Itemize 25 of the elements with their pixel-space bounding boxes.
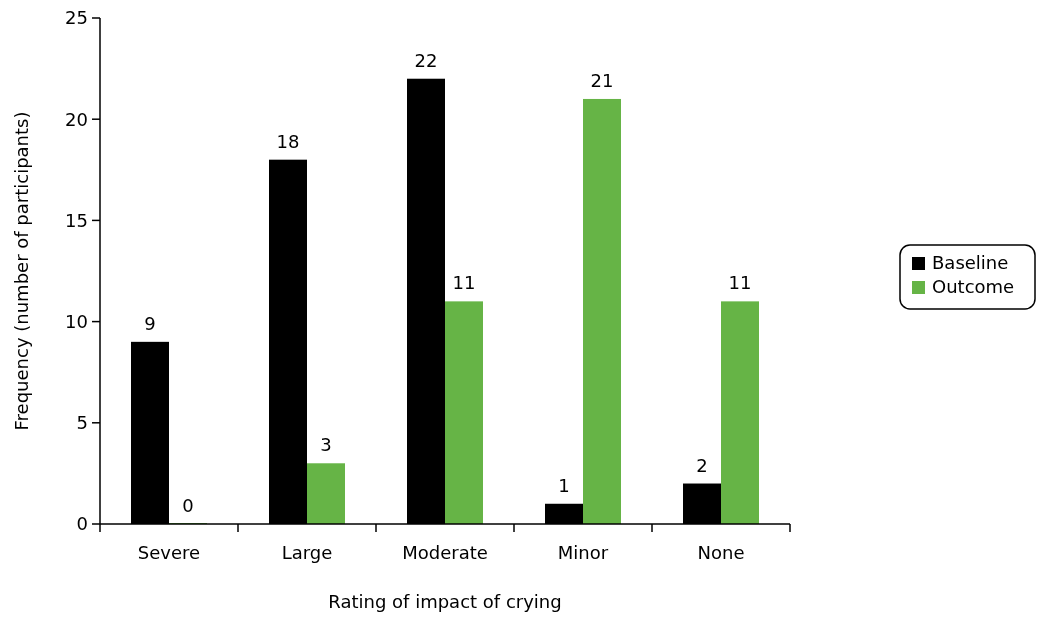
y-tick-label: 0 <box>76 513 88 535</box>
x-tick-label: Moderate <box>402 542 488 563</box>
x-tick-label: Minor <box>557 542 609 563</box>
data-label: 18 <box>276 130 300 152</box>
data-label: 9 <box>144 312 156 334</box>
data-label: 11 <box>728 272 752 294</box>
data-label: 11 <box>452 272 476 294</box>
x-axis-title: Rating of impact of crying <box>328 591 562 612</box>
x-tick-label: Severe <box>137 542 201 563</box>
y-tick-label: 20 <box>65 108 88 130</box>
data-label: 3 <box>320 434 332 456</box>
y-axis-title: Frequency (number of participants) <box>11 111 32 431</box>
data-label: 22 <box>414 49 438 71</box>
x-tick-label: Large <box>281 542 333 563</box>
y-tick-label: 10 <box>65 310 88 332</box>
data-label: 2 <box>696 454 708 476</box>
y-tick-label: 15 <box>65 209 88 231</box>
data-label: 0 <box>182 495 194 516</box>
legend-label: Outcome <box>932 276 1015 298</box>
data-label: 21 <box>590 69 614 91</box>
data-label: 1 <box>558 474 570 496</box>
legend-label: Baseline <box>932 252 1009 274</box>
y-tick-label: 5 <box>76 412 88 434</box>
x-tick-label: None <box>697 542 745 563</box>
y-tick-label: 25 <box>65 7 88 29</box>
